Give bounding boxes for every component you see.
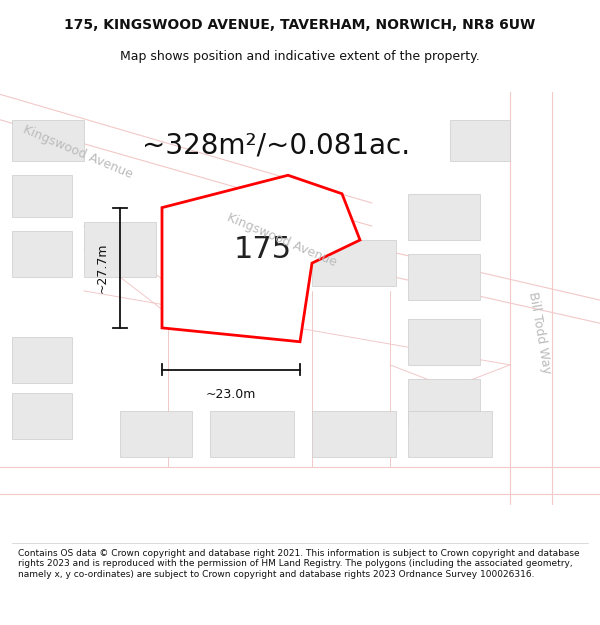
FancyBboxPatch shape	[12, 175, 72, 217]
Text: Contains OS data © Crown copyright and database right 2021. This information is : Contains OS data © Crown copyright and d…	[18, 549, 580, 579]
FancyBboxPatch shape	[120, 411, 192, 458]
Text: Kingswood Avenue: Kingswood Avenue	[226, 211, 339, 269]
Polygon shape	[162, 175, 360, 342]
Text: 175: 175	[234, 236, 292, 264]
FancyBboxPatch shape	[12, 337, 72, 383]
Text: ~23.0m: ~23.0m	[206, 388, 256, 401]
FancyBboxPatch shape	[12, 120, 84, 161]
Text: ~328m²/~0.081ac.: ~328m²/~0.081ac.	[142, 131, 410, 159]
Text: 175, KINGSWOOD AVENUE, TAVERHAM, NORWICH, NR8 6UW: 175, KINGSWOOD AVENUE, TAVERHAM, NORWICH…	[64, 18, 536, 32]
Text: Bill Todd Way: Bill Todd Way	[526, 291, 554, 374]
FancyBboxPatch shape	[450, 120, 510, 161]
FancyBboxPatch shape	[84, 221, 156, 277]
FancyBboxPatch shape	[12, 231, 72, 277]
FancyBboxPatch shape	[408, 379, 480, 425]
FancyBboxPatch shape	[210, 411, 294, 458]
Text: ~27.7m: ~27.7m	[95, 242, 109, 293]
FancyBboxPatch shape	[408, 319, 480, 365]
FancyBboxPatch shape	[312, 411, 396, 458]
FancyBboxPatch shape	[210, 217, 294, 272]
FancyBboxPatch shape	[408, 411, 492, 458]
FancyBboxPatch shape	[408, 194, 480, 240]
FancyBboxPatch shape	[12, 392, 72, 439]
Text: Kingswood Avenue: Kingswood Avenue	[22, 123, 135, 181]
FancyBboxPatch shape	[312, 240, 396, 286]
Text: Map shows position and indicative extent of the property.: Map shows position and indicative extent…	[120, 50, 480, 62]
FancyBboxPatch shape	[408, 254, 480, 300]
